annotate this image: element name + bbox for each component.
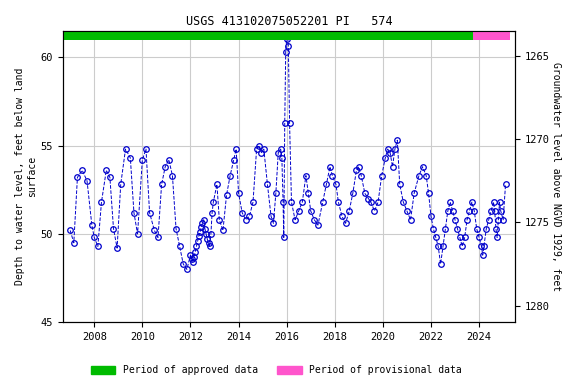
Y-axis label: Depth to water level, feet below land
surface: Depth to water level, feet below land su…	[15, 68, 37, 285]
Legend: Period of approved data, Period of provisional data: Period of approved data, Period of provi…	[87, 361, 466, 379]
Title: USGS 413102075052201 PI   574: USGS 413102075052201 PI 574	[186, 15, 392, 28]
Y-axis label: Groundwater level above NGVD 1929, feet: Groundwater level above NGVD 1929, feet	[551, 62, 561, 291]
